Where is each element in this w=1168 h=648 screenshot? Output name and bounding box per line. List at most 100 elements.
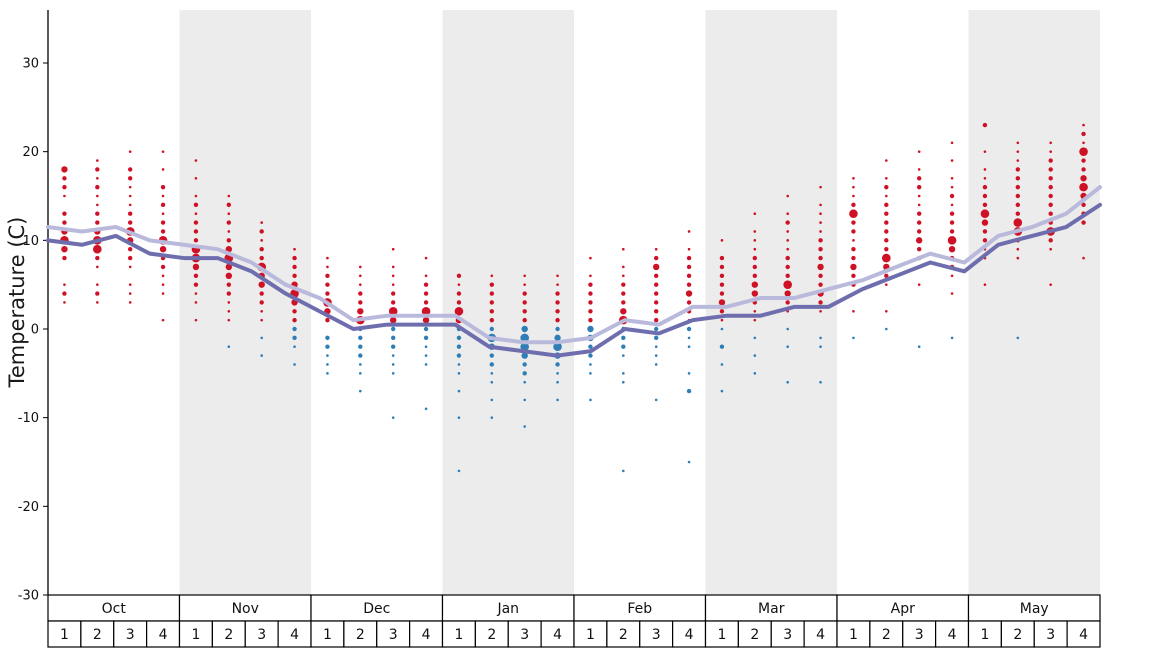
observation-dot: [720, 318, 724, 322]
week-cell: [1000, 620, 1035, 648]
observation-dot: [422, 316, 430, 324]
week-cell: [770, 620, 805, 648]
observation-dot: [784, 290, 791, 297]
observation-dot: [850, 263, 857, 271]
observation-dot: [127, 255, 133, 261]
observation-dot: [719, 264, 725, 270]
week-label: 1: [717, 627, 726, 643]
observation-dot: [786, 239, 789, 242]
observation-dot: [916, 220, 922, 225]
observation-dot: [520, 333, 529, 343]
y-tick-label: 30: [22, 56, 39, 71]
observation-dot: [424, 256, 428, 260]
observation-dot: [359, 363, 362, 366]
observation-dot: [489, 362, 495, 367]
observation-dot: [128, 265, 132, 269]
observation-dot: [1049, 283, 1052, 286]
observation-dot: [786, 212, 789, 216]
week-label: 2: [750, 627, 759, 643]
observation-dot: [523, 274, 526, 278]
observation-dot: [885, 159, 888, 162]
observation-dot: [292, 326, 297, 332]
observation-dot: [259, 255, 264, 261]
observation-dot: [818, 255, 823, 261]
week-label: 2: [1013, 627, 1022, 643]
week-label: 3: [257, 627, 266, 643]
observation-dot: [720, 363, 724, 366]
observation-dot: [359, 265, 362, 269]
observation-dot: [982, 202, 988, 208]
observation-dot: [523, 425, 526, 428]
observation-dot: [95, 167, 100, 172]
week-label: 3: [652, 627, 661, 643]
observation-dot: [259, 300, 264, 305]
observation-dot: [490, 380, 494, 384]
month-band: [968, 10, 1100, 595]
observation-dot: [553, 342, 562, 352]
observation-dot: [916, 229, 922, 234]
observation-dot: [194, 212, 198, 216]
observation-dot: [852, 309, 855, 313]
observation-dot: [523, 398, 526, 402]
observation-dot: [884, 238, 889, 243]
observation-dot: [63, 283, 66, 286]
month-label: May: [1020, 601, 1049, 617]
observation-dot: [293, 345, 296, 349]
y-tick-label: -10: [18, 411, 39, 426]
observation-dot: [160, 220, 166, 225]
observation-dot: [423, 326, 429, 332]
observation-dot: [489, 300, 495, 305]
observation-dot: [589, 256, 592, 260]
observation-dot: [61, 166, 68, 173]
observation-dot: [95, 255, 100, 261]
observation-dot: [786, 327, 789, 331]
week-cell: [639, 620, 674, 648]
observation-dot: [949, 211, 955, 216]
observation-dot: [423, 300, 429, 305]
observation-dot: [588, 300, 593, 305]
observation-dot: [391, 354, 395, 357]
week-label: 1: [586, 627, 595, 643]
observation-dot: [161, 168, 165, 171]
observation-dot: [653, 317, 659, 323]
observation-dot: [980, 209, 990, 219]
observation-dot: [983, 176, 987, 180]
week-label: 1: [454, 627, 463, 643]
week-cell: [573, 620, 608, 648]
observation-dot: [917, 203, 921, 207]
observation-dot: [292, 264, 297, 270]
observation-dot: [161, 212, 165, 216]
month-band: [442, 10, 574, 595]
observation-dot: [686, 326, 692, 332]
observation-dot: [424, 354, 428, 357]
observation-dot: [193, 282, 199, 287]
observation-dot: [917, 345, 921, 349]
observation-dot: [588, 282, 593, 287]
observation-dot: [884, 229, 889, 234]
week-label: 4: [948, 627, 957, 643]
observation-dot: [62, 211, 67, 216]
observation-dot: [686, 282, 692, 287]
observation-dot: [786, 247, 789, 251]
observation-dot: [753, 318, 757, 322]
observation-dot: [456, 273, 462, 278]
observation-dot: [457, 283, 461, 286]
observation-dot: [1015, 202, 1021, 208]
observation-dot: [489, 291, 495, 296]
observation-dot: [950, 274, 954, 278]
observation-dot: [225, 272, 233, 279]
observation-dot: [949, 229, 955, 234]
observation-dot: [851, 246, 856, 252]
observation-dot: [96, 194, 99, 198]
week-label: 1: [60, 627, 69, 643]
observation-dot: [686, 264, 692, 270]
observation-dot: [1081, 220, 1086, 225]
lower-trend-line: [46, 202, 1102, 358]
observation-dot: [193, 202, 199, 208]
observation-dot: [128, 150, 132, 153]
observation-dot: [292, 317, 297, 323]
observation-dot: [127, 211, 133, 216]
observation-dot: [1016, 256, 1020, 260]
observation-dot: [226, 282, 232, 287]
observation-dot: [556, 283, 559, 286]
